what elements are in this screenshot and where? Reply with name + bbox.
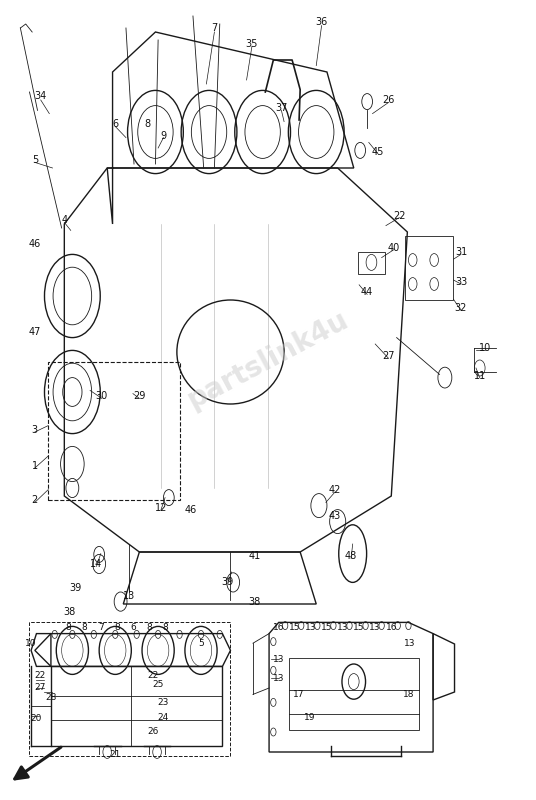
Text: 13: 13 <box>123 591 135 601</box>
Text: 14: 14 <box>91 559 102 569</box>
Text: 40: 40 <box>388 243 400 253</box>
Text: 13: 13 <box>337 622 349 632</box>
Text: 42: 42 <box>329 485 341 494</box>
Text: 13: 13 <box>273 654 285 664</box>
Text: 22: 22 <box>393 211 406 221</box>
Text: 39: 39 <box>222 578 234 587</box>
Text: 48: 48 <box>345 551 357 561</box>
Text: 32: 32 <box>455 303 467 313</box>
Text: 27: 27 <box>34 682 46 692</box>
Text: 46: 46 <box>29 239 41 249</box>
Text: 6: 6 <box>112 119 118 129</box>
Text: 18: 18 <box>403 690 414 699</box>
Text: 5: 5 <box>32 155 38 165</box>
Text: 12: 12 <box>154 503 167 513</box>
Text: 19: 19 <box>304 713 316 722</box>
Text: 3: 3 <box>32 426 38 435</box>
Bar <box>289 658 419 730</box>
Text: 27: 27 <box>382 351 395 361</box>
Text: 15: 15 <box>353 622 365 632</box>
Text: 28: 28 <box>45 693 57 702</box>
Text: 39: 39 <box>69 583 81 593</box>
Text: 16: 16 <box>273 622 285 632</box>
Text: 2: 2 <box>32 495 38 505</box>
Text: 15: 15 <box>321 622 333 632</box>
Text: 21: 21 <box>109 750 121 759</box>
Text: 44: 44 <box>361 287 373 297</box>
Text: 13: 13 <box>404 638 416 648</box>
Text: 8: 8 <box>146 622 152 632</box>
Text: 38: 38 <box>249 597 260 606</box>
Text: 23: 23 <box>158 698 169 707</box>
Text: 15: 15 <box>289 622 301 632</box>
Text: 26: 26 <box>147 726 159 736</box>
Text: 9: 9 <box>160 131 167 141</box>
Text: 38: 38 <box>64 607 76 617</box>
Text: 22: 22 <box>147 670 158 680</box>
Text: 10: 10 <box>479 343 491 353</box>
Text: 6: 6 <box>130 622 136 632</box>
Text: 17: 17 <box>293 690 305 699</box>
Text: 20: 20 <box>31 714 42 723</box>
Text: 33: 33 <box>455 277 467 286</box>
Text: 41: 41 <box>249 551 260 561</box>
Text: 34: 34 <box>34 91 46 101</box>
Text: 7: 7 <box>211 23 218 33</box>
Text: 46: 46 <box>184 506 196 515</box>
Text: 43: 43 <box>329 511 341 521</box>
Text: 13: 13 <box>273 674 285 683</box>
Text: 13: 13 <box>305 622 317 632</box>
Text: 8: 8 <box>162 622 168 632</box>
Text: 4: 4 <box>61 215 68 225</box>
Bar <box>48 362 180 500</box>
Text: 26: 26 <box>382 95 395 105</box>
Text: 8: 8 <box>144 119 151 129</box>
Text: 10: 10 <box>25 638 37 648</box>
Text: 25: 25 <box>152 680 164 690</box>
Text: 13: 13 <box>369 622 381 632</box>
Text: 35: 35 <box>245 39 258 49</box>
Text: 16: 16 <box>385 622 397 632</box>
Bar <box>29 622 230 756</box>
Text: 8: 8 <box>114 622 120 632</box>
Text: 29: 29 <box>133 391 146 401</box>
Text: 7: 7 <box>98 622 103 632</box>
Text: 22: 22 <box>35 670 46 680</box>
Text: 1: 1 <box>32 461 38 470</box>
Text: 5: 5 <box>198 638 204 648</box>
Text: 45: 45 <box>371 147 384 157</box>
Text: 47: 47 <box>28 327 41 337</box>
Text: 36: 36 <box>316 18 327 27</box>
Text: 24: 24 <box>158 713 169 722</box>
Text: 8: 8 <box>66 622 71 632</box>
Text: 11: 11 <box>474 371 486 381</box>
Text: 8: 8 <box>82 622 87 632</box>
Text: 30: 30 <box>96 391 108 401</box>
Text: 37: 37 <box>275 103 288 113</box>
Text: partslink4u: partslink4u <box>183 306 353 414</box>
Text: 31: 31 <box>455 247 467 257</box>
